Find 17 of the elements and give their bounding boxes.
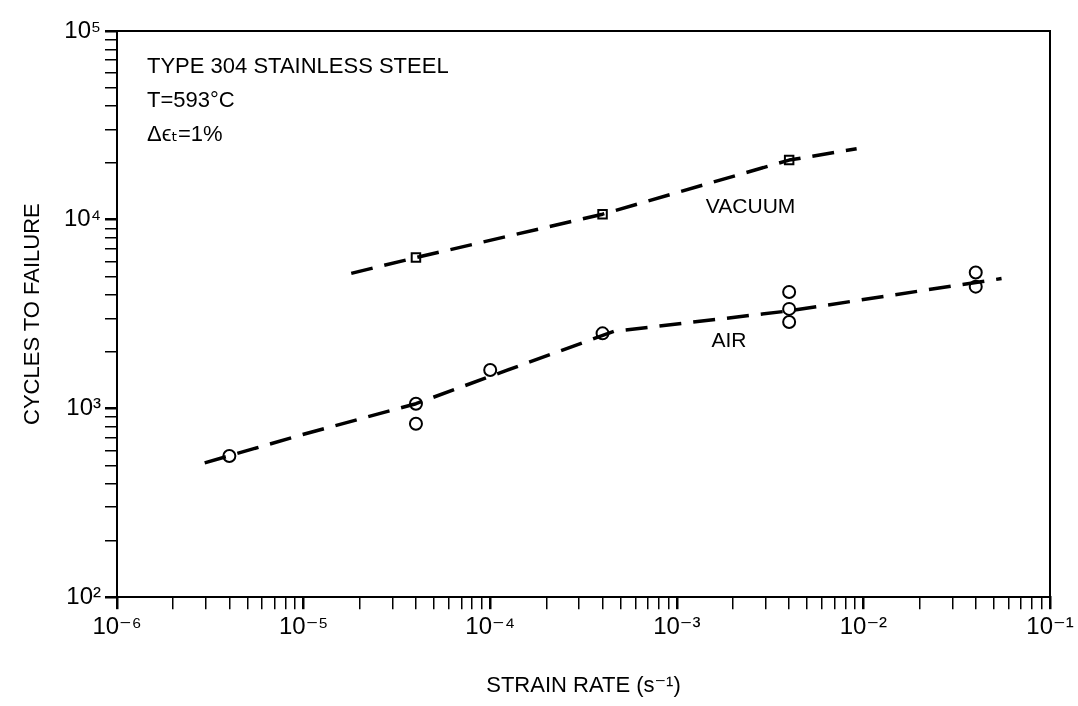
y-tick-label: 10⁴ xyxy=(63,204,102,232)
y-tick-label: 10⁵ xyxy=(64,15,102,43)
series-label: AIR xyxy=(711,328,747,352)
x-tick-label: 10⁻⁵ xyxy=(278,612,329,640)
y-tick-label: 10³ xyxy=(66,393,102,421)
x-tick-label: 10⁻⁴ xyxy=(465,612,516,640)
x-tick-label: 10⁻⁶ xyxy=(92,612,142,640)
x-tick-label: 10⁻³ xyxy=(653,612,701,640)
annotation: TYPE 304 STAINLESS STEEL xyxy=(147,53,449,78)
x-tick-label: 10⁻¹ xyxy=(1026,612,1074,640)
y-tick-label: 10² xyxy=(66,581,102,609)
y-axis-title: CYCLES TO FAILURE xyxy=(19,203,45,425)
series-label: VACUUM xyxy=(705,194,796,218)
x-tick-label: 10⁻² xyxy=(839,612,888,640)
annotation: T=593°C xyxy=(147,87,235,112)
x-axis-title: STRAIN RATE (s⁻¹) xyxy=(486,672,681,698)
annotation: Δϵₜ=1% xyxy=(147,121,223,146)
